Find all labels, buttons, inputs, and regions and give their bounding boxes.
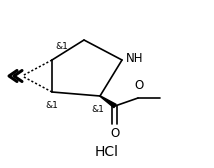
Text: &1: &1 bbox=[46, 101, 58, 110]
Text: O: O bbox=[134, 79, 144, 92]
Text: O: O bbox=[110, 127, 120, 140]
Text: &1: &1 bbox=[55, 42, 68, 51]
Text: NH: NH bbox=[126, 52, 144, 66]
Polygon shape bbox=[100, 96, 116, 108]
Text: &1: &1 bbox=[92, 105, 104, 114]
Text: HCl: HCl bbox=[95, 145, 119, 159]
